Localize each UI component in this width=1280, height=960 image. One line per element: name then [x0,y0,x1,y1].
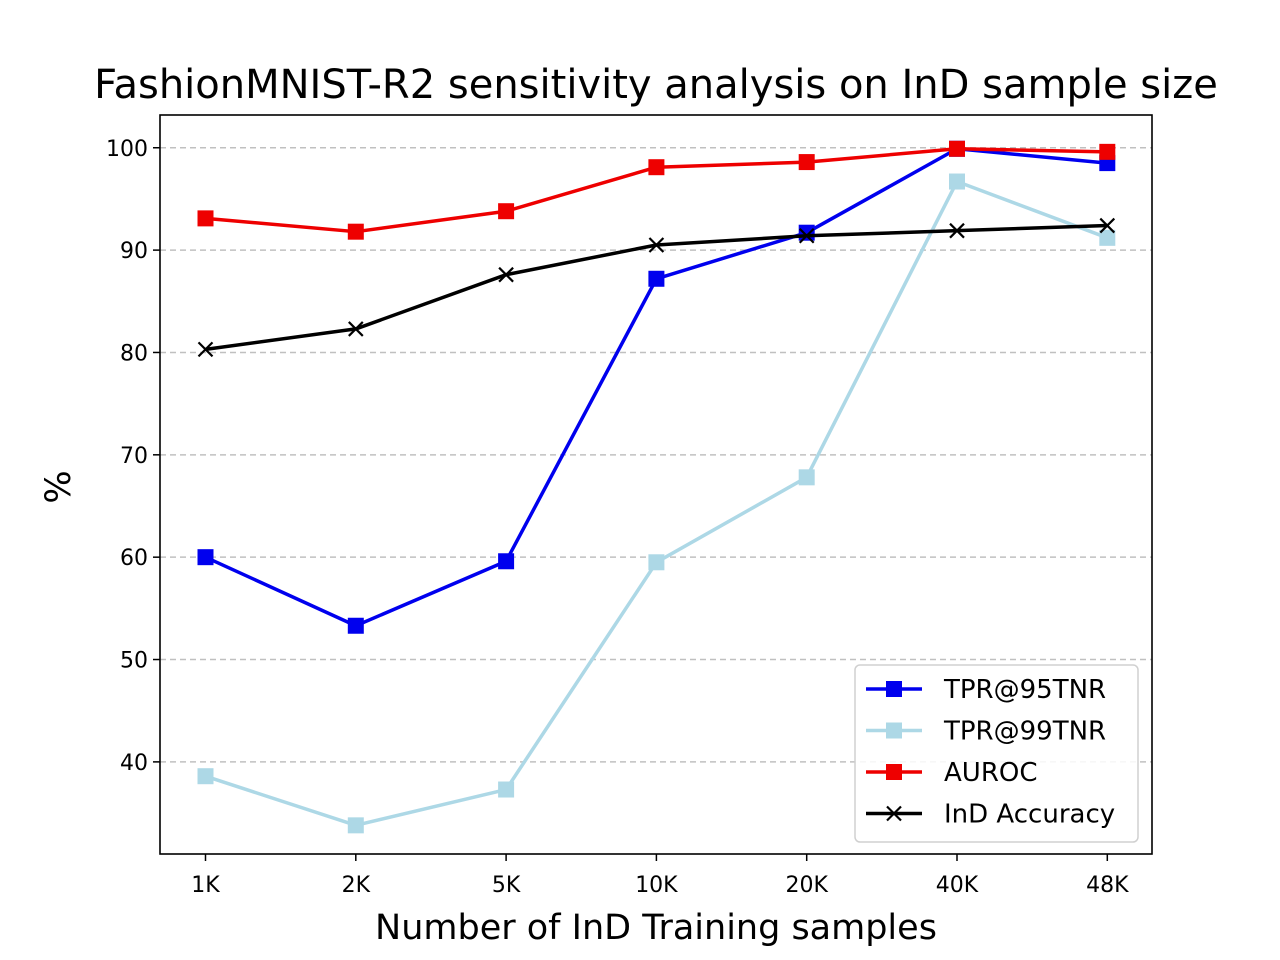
x-tick-label: 1K [191,873,220,898]
y-axis-ticks: 40 50 60 70 80 90 100 [106,137,160,776]
y-tick-label: 70 [120,444,148,469]
legend-item: InD Accuracy [866,800,1115,830]
y-tick-label: 100 [106,137,148,162]
data-point [886,805,902,822]
data-point [197,549,214,566]
x-tick-label: 2K [342,873,371,898]
data-point [498,553,515,570]
legend: TPR@95TNR TPR@99TNR AUROC InD Accuracy [854,664,1139,843]
data-point [197,768,214,785]
legend-label: TPR@99TNR [943,717,1106,747]
x-tick-label: 10K [635,873,678,898]
data-point [197,210,214,227]
data-point [1099,229,1116,246]
legend-label: AUROC [944,758,1038,788]
y-tick-label: 90 [120,239,148,264]
series-lines [197,140,1116,834]
data-point [886,681,902,697]
data-point [648,159,665,176]
legend-box [854,664,1139,843]
data-point [648,237,665,253]
data-point [347,617,364,634]
data-point [498,203,515,220]
legend-item: AUROC [866,758,1038,788]
x-tick-label: 20K [785,873,828,898]
data-point [949,140,965,157]
data-point [347,223,364,240]
legend-item: TPR@99TNR [866,717,1106,747]
y-tick-label: 50 [120,649,148,674]
legend-label: TPR@95TNR [943,675,1106,705]
data-point [197,341,214,358]
x-axis-label: Number of InD Training samples [375,908,937,948]
y-tick-label: 40 [120,751,148,776]
data-point [498,266,514,283]
x-tick-label: 48K [1086,873,1129,898]
data-point [347,817,364,834]
data-point [886,764,902,780]
legend-label: InD Accuracy [944,800,1115,830]
y-tick-label: 60 [120,546,148,571]
data-point [348,321,364,337]
data-point [886,722,902,739]
data-point [1099,217,1116,234]
data-point [798,469,815,486]
data-point [949,222,965,239]
series-tpr-99tnr [197,173,1116,834]
x-tick-label: 40K [936,873,979,898]
data-point [498,781,515,798]
y-tick-label: 80 [120,341,148,366]
series-ind-accuracy [197,217,1116,358]
data-point [798,228,815,244]
data-point [648,554,665,571]
x-axis-ticks: 1K 2K 5K 10K 20K 40K 48K [191,854,1129,898]
data-point [648,270,665,287]
chart-title: FashionMNIST-R2 sensitivity analysis on … [94,62,1218,108]
data-point [798,154,815,171]
data-point [1099,143,1116,160]
y-axis-label: % [39,470,79,503]
data-point [798,224,815,241]
series-line [204,147,1108,628]
x-tick-label: 5K [492,873,521,898]
series-auroc [197,140,1116,240]
legend-item: TPR@95TNR [866,675,1106,705]
data-point [949,173,965,190]
